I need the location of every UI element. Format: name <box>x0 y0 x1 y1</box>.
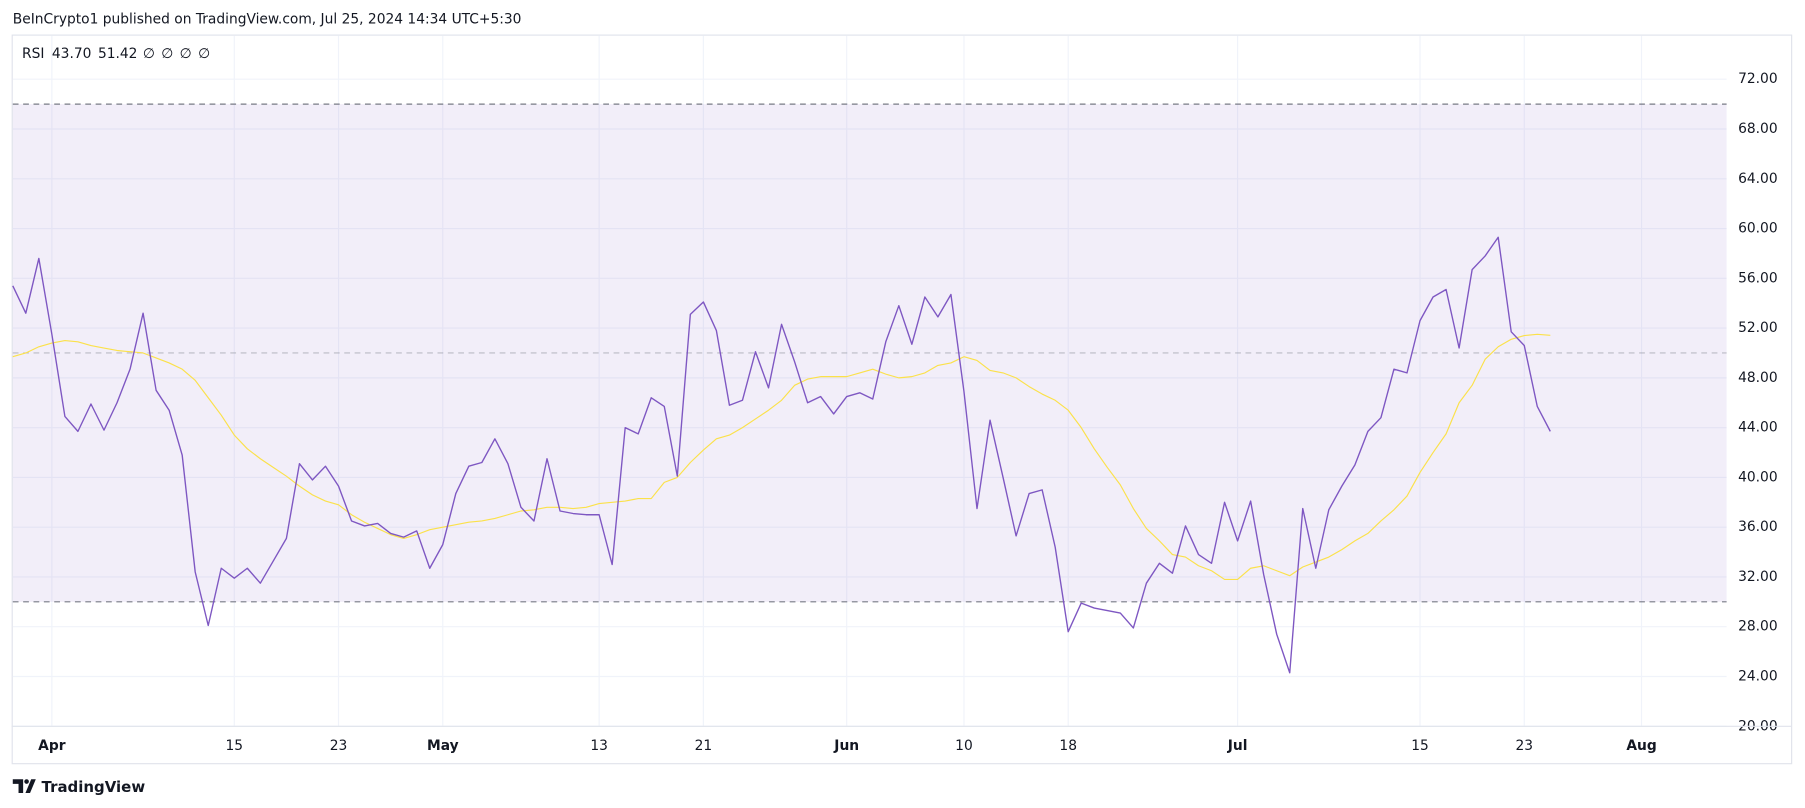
series-line <box>12 236 1551 674</box>
series-line <box>12 333 1551 581</box>
y-tick-label: 24.00 <box>1738 669 1778 685</box>
y-tick-label: 28.00 <box>1738 619 1778 635</box>
header: BeInCrypto1 published on TradingView.com… <box>13 12 522 28</box>
x-tick-label: 15 <box>226 738 244 754</box>
footer-brand: TradingView <box>42 778 146 796</box>
legend-icon: ∅ <box>143 46 155 62</box>
legend-icon: ∅ <box>180 46 192 62</box>
x-tick-label: 13 <box>590 738 608 754</box>
x-tick-label: 15 <box>1411 738 1429 754</box>
x-tick-label: Apr <box>38 738 66 754</box>
legend-title: RSI <box>22 46 44 62</box>
x-tick-label: 18 <box>1059 738 1077 754</box>
y-tick-label: 60.00 <box>1738 221 1778 237</box>
x-tick-label: May <box>427 738 459 754</box>
x-tick-label: 23 <box>330 738 348 754</box>
y-tick-label: 44.00 <box>1738 420 1778 436</box>
pane-border <box>11 34 1793 765</box>
legend-value: 51.42 <box>98 46 138 62</box>
y-tick-label: 56.00 <box>1738 270 1778 286</box>
y-tick-label: 40.00 <box>1738 469 1778 485</box>
y-tick-label: 72.00 <box>1738 71 1778 87</box>
x-tick-label: 23 <box>1515 738 1533 754</box>
y-tick-label: 68.00 <box>1738 121 1778 137</box>
legend-icon: ∅ <box>198 46 210 62</box>
y-tick-label: 52.00 <box>1738 320 1778 336</box>
band-fill <box>12 104 1727 602</box>
legend-value: 43.70 <box>52 46 92 62</box>
y-tick-label: 64.00 <box>1738 171 1778 187</box>
x-tick-label: 10 <box>955 738 973 754</box>
x-tick-label: Jul <box>1227 738 1248 754</box>
legend-icon: ∅ <box>161 46 173 62</box>
logo <box>12 779 36 794</box>
x-tick-label: Aug <box>1626 738 1656 754</box>
y-tick-label: 36.00 <box>1738 519 1778 535</box>
y-tick-label: 48.00 <box>1738 370 1778 386</box>
x-tick-label: 21 <box>695 738 713 754</box>
y-tick-label: 32.00 <box>1738 569 1778 585</box>
x-tick-label: Jun <box>833 738 859 754</box>
